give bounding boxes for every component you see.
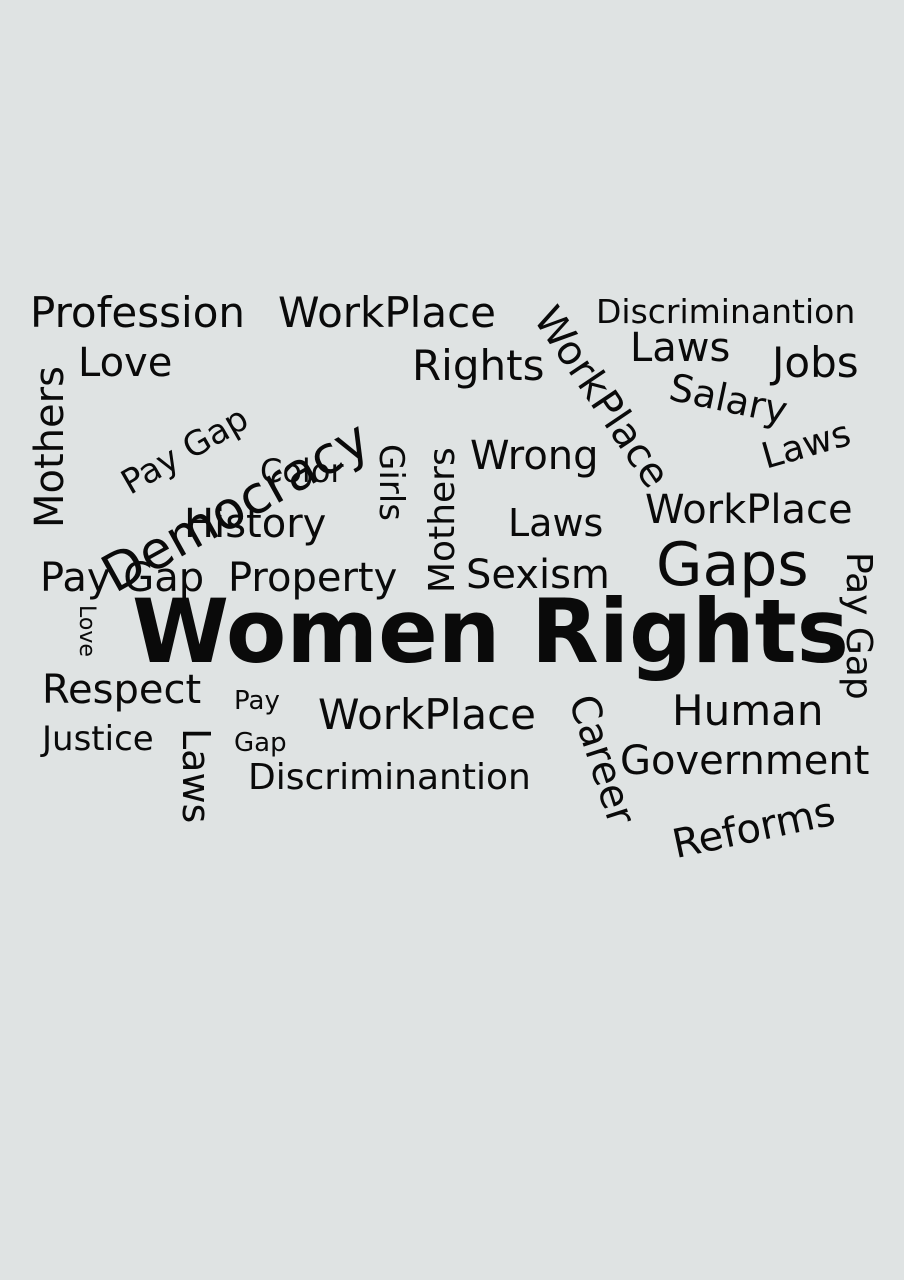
word-laws-middle: Laws [508, 501, 604, 545]
word-girls: Girls [371, 444, 411, 521]
word-history: History [184, 501, 327, 547]
word-pay-gap-left: Pay Gap [40, 555, 205, 601]
word-government: Government [620, 738, 870, 784]
word-mothers-middle: Mothers [422, 447, 463, 593]
word-workplace-top: WorkPlace [278, 288, 497, 337]
word-laws-top: Laws [630, 325, 731, 371]
word-respect: Respect [42, 667, 202, 713]
word-human: Human [672, 686, 824, 735]
word-mothers-left: Mothers [27, 366, 73, 528]
word-reforms: Reforms [668, 788, 840, 869]
word-profession: Profession [30, 288, 246, 337]
title-women-rights: Women Rights [132, 580, 850, 683]
word-love-top: Love [78, 340, 173, 386]
word-sexism: Sexism [466, 552, 610, 598]
word-color: Color [260, 452, 344, 490]
word-pay-small: Pay [234, 686, 280, 716]
word-workplace-right: WorkPlace [645, 487, 853, 533]
word-rights: Rights [412, 341, 545, 390]
word-wrong: Wrong [470, 433, 599, 479]
word-gap-small: Gap [234, 728, 287, 758]
word-discrimination-top: Discriminantion [596, 292, 856, 331]
word-justice: Justice [42, 719, 154, 759]
word-property: Property [228, 555, 398, 601]
word-gaps: Gaps [656, 530, 809, 600]
word-discrimination-bottom: Discriminantion [248, 757, 531, 798]
word-laws-vertical: Laws [174, 728, 218, 824]
word-workplace-bottom: WorkPlace [318, 690, 537, 739]
word-love-small: Love [74, 605, 99, 657]
word-jobs: Jobs [772, 338, 859, 387]
